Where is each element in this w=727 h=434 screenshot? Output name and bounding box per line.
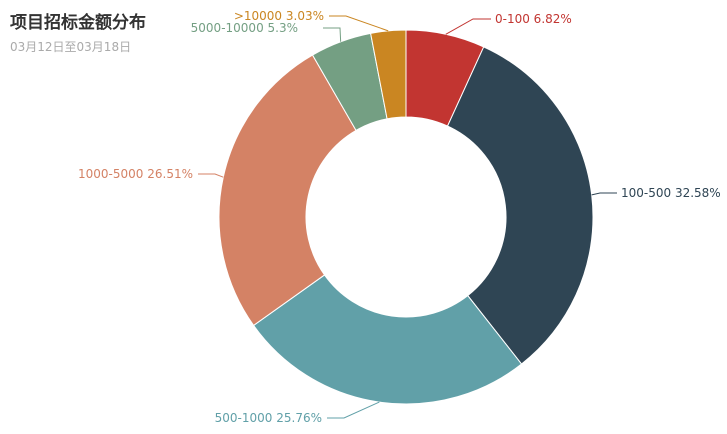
leader-line-500-1000 bbox=[327, 401, 380, 419]
leader-line-5000-10000 bbox=[323, 27, 342, 42]
slice->10000[interactable] bbox=[370, 29, 407, 120]
slice-1000-5000[interactable] bbox=[218, 54, 357, 327]
slice-label-500-1000: 500-1000 25.76% bbox=[215, 411, 322, 425]
leader-line->10000 bbox=[329, 15, 389, 32]
slice-label-1000-5000: 1000-5000 26.51% bbox=[78, 167, 193, 181]
slice-500-1000[interactable] bbox=[252, 274, 523, 405]
leader-line-100-500 bbox=[591, 192, 617, 196]
slice-label-0-100: 0-100 6.82% bbox=[495, 12, 572, 26]
leader-line-0-100 bbox=[445, 18, 491, 35]
leader-line-1000-5000 bbox=[198, 173, 224, 178]
slice-label-100-500: 100-500 32.58% bbox=[621, 186, 721, 200]
chart-title: 项目招标金额分布 bbox=[10, 13, 146, 33]
slice-label-5000-10000: 5000-10000 5.3% bbox=[191, 21, 298, 35]
chart-subtitle: 03月12日至03月18日 bbox=[10, 40, 132, 54]
slice-100-500[interactable] bbox=[446, 46, 594, 365]
slice-label->10000: >10000 3.03% bbox=[234, 9, 324, 23]
